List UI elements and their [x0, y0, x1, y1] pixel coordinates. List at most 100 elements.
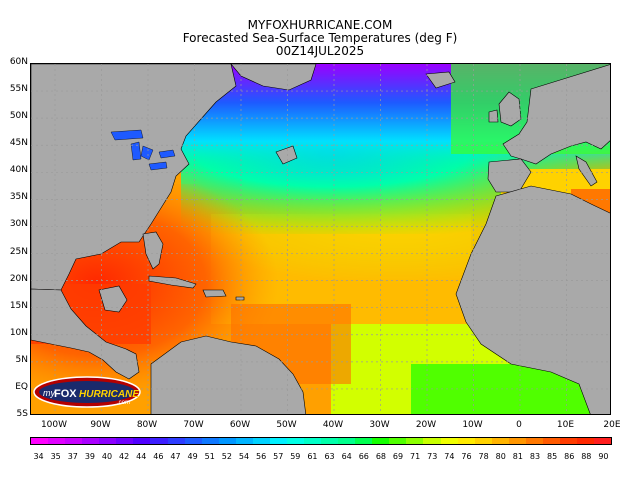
color-scale-tick-label: 35 [50, 452, 61, 461]
color-scale-tick-label: 54 [238, 452, 250, 461]
color-scale-swatch [542, 438, 560, 444]
color-scale-tick-label: 80 [495, 452, 506, 461]
color-scale-swatch [372, 438, 390, 444]
lon-label: 10E [556, 420, 575, 430]
color-scale-tick-label: 73 [427, 452, 438, 461]
lon-label: 40W [322, 420, 344, 430]
color-scale-tick-label: 56 [255, 452, 267, 461]
color-scale-tick-label: 74 [444, 452, 455, 461]
color-scale-tick-label: 90 [598, 452, 609, 461]
color-scale-swatch [201, 438, 219, 444]
color-scale-tick-label: 76 [461, 452, 472, 461]
color-scale-swatch [235, 438, 253, 444]
color-scale-swatch [269, 438, 287, 444]
color-scale-tick-label: 64 [341, 452, 352, 461]
svg-text:.com: .com [117, 400, 130, 406]
lat-label: 40N [9, 165, 28, 176]
color-scale-tick-label: 61 [307, 452, 318, 461]
color-scale-tick-label: 47 [170, 452, 181, 461]
lat-label: 10N [9, 327, 28, 338]
color-scale-bar [30, 437, 612, 445]
lon-label: 100W [40, 420, 68, 430]
color-scale-tick-label: 39 [84, 452, 95, 461]
lon-label: 90W [90, 420, 111, 430]
lat-label: 20N [9, 273, 28, 284]
color-scale-tick-label: 46 [153, 452, 164, 461]
lat-label: 15N [9, 300, 28, 311]
lon-label: 20W [415, 420, 437, 430]
color-scale-tick-label: 78 [478, 452, 489, 461]
lat-label: 25N [9, 246, 28, 257]
color-scale-tick-label: 68 [375, 452, 386, 461]
color-scale-tick-label: 71 [410, 452, 421, 461]
color-scale-tick-label: 51 [204, 452, 215, 461]
color-scale-swatch [321, 438, 339, 444]
color-scale-swatch [525, 438, 543, 444]
color-scale-tick-label: 42 [119, 452, 130, 461]
lon-label: 10W [462, 420, 483, 430]
lat-label: 60N [9, 57, 28, 67]
site-title: MYFOXHURRICANE.COM [247, 18, 393, 32]
color-scale-tick-label: 85 [546, 452, 558, 461]
color-scale-tick-label: 69 [392, 452, 404, 461]
color-scale-swatch [474, 438, 492, 444]
lon-label: 70W [183, 420, 204, 430]
color-scale-swatch [338, 438, 356, 444]
color-scale-swatch [31, 438, 49, 444]
lat-label: 5N [15, 354, 28, 365]
color-scale-tick-label: 34 [33, 452, 44, 461]
color-scale-swatch [457, 438, 475, 444]
lat-label: EQ [15, 381, 28, 392]
color-scale-swatch [82, 438, 100, 444]
lat-lon-grid [31, 64, 610, 414]
lon-label: 60W [229, 420, 251, 430]
color-scale-swatch [133, 438, 151, 444]
color-scale-swatch [508, 438, 526, 444]
lon-label: 30W [369, 420, 390, 430]
color-scale-tick-label: 88 [581, 452, 592, 461]
color-scale-swatch [65, 438, 83, 444]
color-scale-tick-label: 49 [187, 452, 198, 461]
lon-label: 80W [136, 420, 158, 430]
color-scale-swatch [389, 438, 407, 444]
lon-label: 50W [276, 420, 297, 430]
color-scale-swatch [252, 438, 270, 444]
great-lakes [110, 129, 176, 171]
color-scale-tick-label: 86 [564, 452, 575, 461]
color-scale-swatch [577, 438, 595, 444]
lon-label: 0 [516, 420, 522, 430]
color-scale-swatch [286, 438, 304, 444]
color-scale-swatch [99, 438, 117, 444]
color-scale-swatch [150, 438, 168, 444]
color-scale-swatch [423, 438, 441, 444]
lat-label: 55N [9, 84, 28, 95]
color-scale-tick-label: 40 [101, 452, 113, 461]
lat-label: 30N [9, 219, 28, 230]
lat-label: 5S [16, 409, 28, 419]
map-title: Forecasted Sea-Surface Temperatures (deg… [182, 31, 458, 45]
lat-label: 35N [9, 192, 28, 203]
color-scale-swatch [218, 438, 236, 444]
color-scale-swatch [48, 438, 66, 444]
color-scale-swatch [116, 438, 134, 444]
svg-text:HURRICANE: HURRICANE [79, 389, 139, 400]
color-scale-tick-label: 44 [136, 452, 147, 461]
color-scale-swatch [355, 438, 373, 444]
sst-map [30, 63, 611, 415]
color-scale-tick-label: 83 [529, 452, 541, 461]
color-scale-tick-label: 81 [512, 452, 523, 461]
color-scale-tick-label: 66 [358, 452, 369, 461]
lat-label: 50N [9, 111, 28, 122]
color-scale-swatch [440, 438, 458, 444]
color-scale-swatch [594, 438, 612, 444]
color-scale-tick-label: 37 [67, 452, 78, 461]
color-scale-swatch [491, 438, 509, 444]
svg-text:FOX: FOX [54, 388, 77, 400]
color-scale-tick-label: 57 [273, 452, 284, 461]
myfoxhurricane-logo: my FOX HURRICANE .com [33, 376, 141, 408]
color-scale-tick-label: 52 [221, 452, 232, 461]
color-scale-swatch [406, 438, 424, 444]
lat-label: 45N [9, 138, 28, 149]
color-scale-tick-label: 59 [290, 452, 301, 461]
color-scale-swatch [184, 438, 202, 444]
